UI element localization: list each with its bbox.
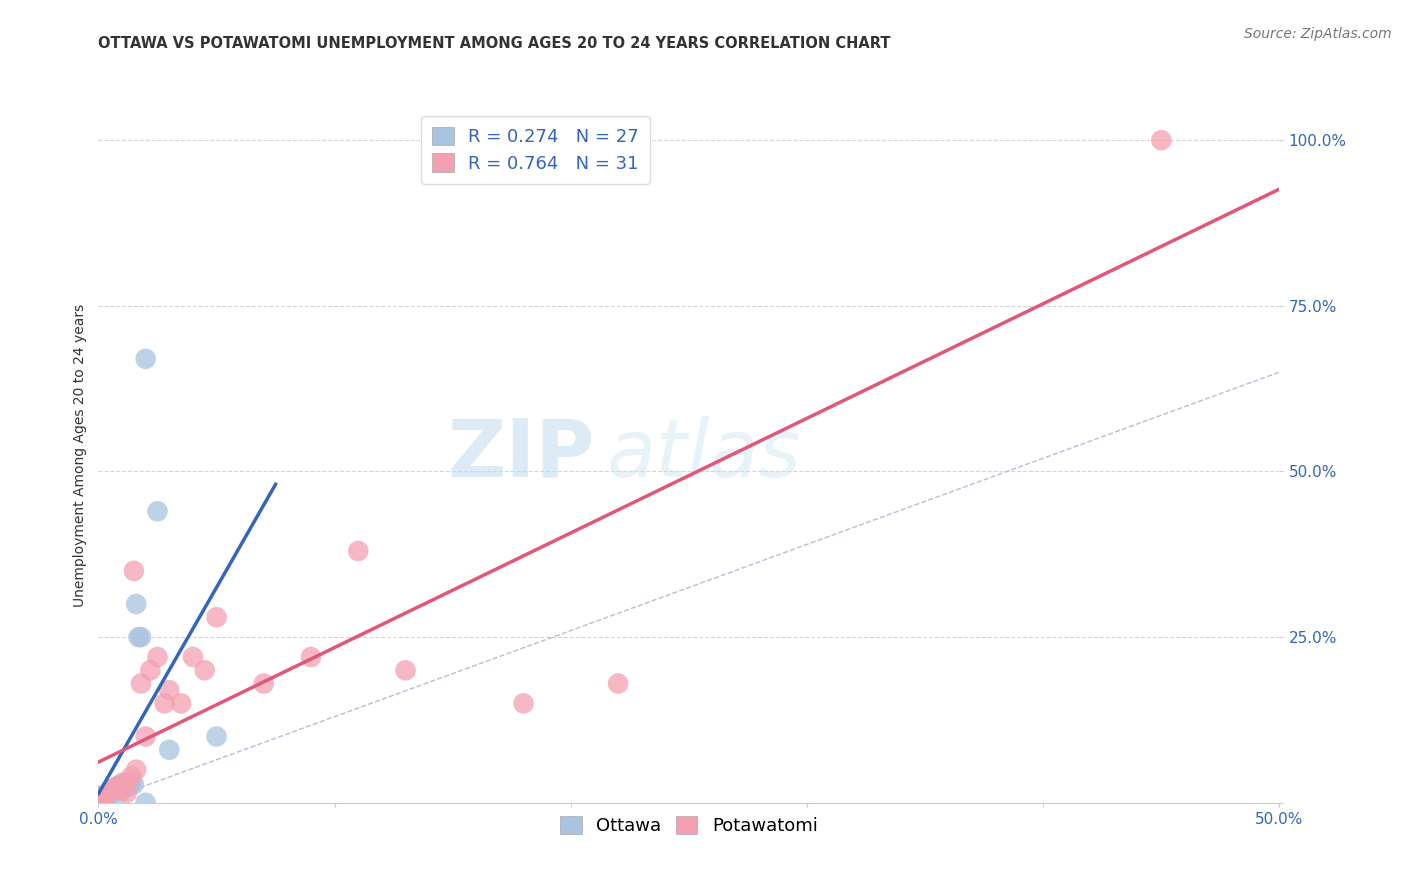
Point [98, 788, 121, 802]
Text: OTTAWA VS POTAWATOMI UNEMPLOYMENT AMONG AGES 20 TO 24 YEARS CORRELATION CHART: OTTAWA VS POTAWATOMI UNEMPLOYMENT AMONG … [98, 36, 891, 51]
Point [253, 676, 276, 690]
Text: Source: ZipAtlas.com: Source: ZipAtlas.com [1244, 27, 1392, 41]
Point [112, 776, 135, 790]
Point [108, 786, 131, 800]
Point [98, 782, 121, 797]
Point [122, 564, 145, 578]
Text: atlas: atlas [606, 416, 801, 494]
Point [111, 776, 134, 790]
Point [101, 782, 124, 797]
Point [94, 789, 117, 804]
Point [87, 796, 110, 810]
Point [105, 779, 128, 793]
Point [128, 630, 150, 644]
Point [146, 504, 169, 518]
Point [87, 792, 110, 806]
Point [139, 663, 162, 677]
Point [607, 676, 630, 690]
Point [115, 776, 138, 790]
Point [112, 779, 135, 793]
Point [135, 796, 157, 810]
Point [205, 610, 228, 624]
Point [108, 782, 131, 797]
Point [1150, 133, 1173, 147]
Point [157, 683, 180, 698]
Point [181, 650, 204, 665]
Point [118, 779, 141, 793]
Point [157, 743, 180, 757]
Y-axis label: Unemployment Among Ages 20 to 24 years: Unemployment Among Ages 20 to 24 years [73, 303, 87, 607]
Point [129, 630, 152, 644]
Point [512, 697, 534, 711]
Point [153, 697, 176, 711]
Point [87, 789, 110, 804]
Point [347, 544, 370, 558]
Point [121, 776, 143, 790]
Point [299, 650, 322, 665]
Point [170, 697, 193, 711]
Point [105, 779, 128, 793]
Text: ZIP: ZIP [447, 416, 595, 494]
Legend: Ottawa, Potawatomi: Ottawa, Potawatomi [553, 809, 825, 842]
Point [125, 597, 148, 611]
Point [101, 786, 124, 800]
Point [97, 786, 120, 800]
Point [94, 790, 117, 805]
Point [129, 676, 152, 690]
Point [135, 730, 157, 744]
Point [122, 777, 145, 791]
Point [87, 792, 110, 806]
Point [194, 663, 217, 677]
Point [87, 796, 110, 810]
Point [97, 789, 120, 804]
Point [111, 779, 134, 793]
Point [91, 792, 114, 806]
Point [205, 730, 228, 744]
Point [394, 663, 416, 677]
Point [146, 650, 169, 665]
Point [87, 789, 110, 804]
Point [111, 782, 134, 797]
Point [135, 351, 157, 366]
Point [125, 763, 148, 777]
Point [115, 786, 138, 800]
Point [121, 769, 143, 783]
Point [104, 782, 127, 797]
